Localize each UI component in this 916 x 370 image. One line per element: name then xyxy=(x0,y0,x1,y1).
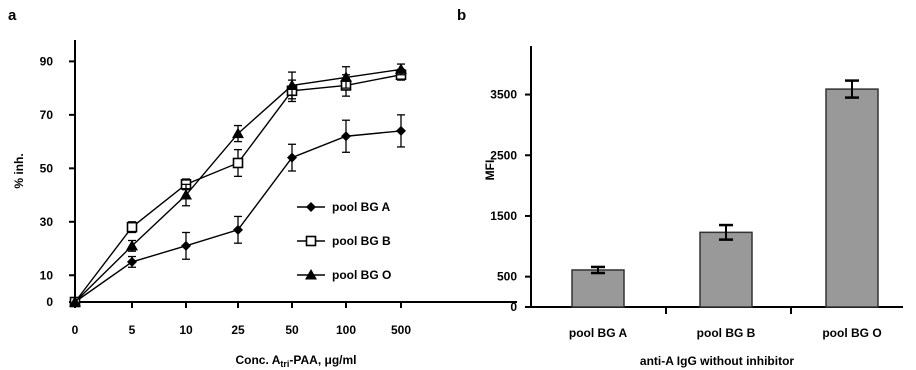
panel-b-bar-chart: MFI anti-A IgG without inhibitor 0 500 150… xyxy=(483,46,903,368)
b-x-tick-label: pool BG A xyxy=(569,326,628,340)
b-y-tick-label: 1500 xyxy=(490,209,517,223)
legend-marker-pool-bg-b xyxy=(305,235,317,247)
b-y-tick-label: 3500 xyxy=(490,88,517,102)
a-x-tick-label: 500 xyxy=(391,323,411,337)
a-x-tick-label: 0 xyxy=(72,323,79,337)
data-point-pool-bg-o xyxy=(232,127,244,139)
b-x-tick-label: pool BG O xyxy=(822,326,881,340)
data-point-pool-bg-o xyxy=(69,296,81,307)
b-x-axis-title: anti-A IgG without inhibitor xyxy=(640,354,795,368)
data-point-pool-bg-b xyxy=(232,157,244,169)
a-y-tick-label: 10 xyxy=(40,268,54,282)
a-x-tick-label: 100 xyxy=(336,323,356,337)
data-point-pool-bg-b xyxy=(126,221,138,233)
b-y-tick-label: 0 xyxy=(510,300,517,314)
legend-label-pool-bg-o: pool BG O xyxy=(332,268,391,282)
a-y-tick-label: 50 xyxy=(40,161,54,175)
data-point-pool-bg-a xyxy=(287,152,297,163)
a-y-tick-label: 30 xyxy=(40,215,54,229)
b-x-tick-label: pool BG B xyxy=(697,326,756,340)
a-x-tick-label: 10 xyxy=(179,323,193,337)
data-point-pool-bg-a xyxy=(127,256,137,267)
bar-pool-bg-b xyxy=(699,231,753,308)
b-y-tick-label: 2500 xyxy=(490,148,517,162)
bar-pool-bg-a xyxy=(571,269,625,308)
a-x-axis-title: Conc. Atri-PAA, μg/ml xyxy=(235,353,356,369)
a-y-tick-label: 70 xyxy=(40,108,54,122)
legend-label-pool-bg-b: pool BG B xyxy=(332,234,391,248)
panel-b-label: b xyxy=(457,7,466,24)
data-point-pool-bg-a xyxy=(341,131,351,142)
data-point-pool-bg-o xyxy=(286,79,298,90)
data-point-pool-bg-o xyxy=(180,189,192,200)
a-x-tick-label: 50 xyxy=(285,323,299,337)
data-point-pool-bg-a xyxy=(396,125,406,136)
legend-marker-pool-bg-o xyxy=(305,269,317,280)
a-y-tick-label: 0 xyxy=(46,295,53,309)
a-y-tick-label: 90 xyxy=(40,54,54,68)
data-point-pool-bg-a xyxy=(233,224,243,235)
a-y-axis-title: % inh. xyxy=(12,153,26,188)
data-point-pool-bg-o xyxy=(126,239,138,251)
b-y-tick-label: 500 xyxy=(497,270,517,284)
b-y-axis-title: MFI xyxy=(483,160,497,181)
legend-marker-pool-bg-a xyxy=(306,202,316,212)
a-x-tick-label: 5 xyxy=(129,323,136,337)
a-x-tick-label: 25 xyxy=(231,323,245,337)
data-point-pool-bg-o xyxy=(340,71,352,82)
panel-a-label: a xyxy=(8,7,17,24)
legend-label-pool-bg-a: pool BG A xyxy=(332,200,391,214)
panel-a-line-chart: % inh. Conc. Atri-PAA, μg/ml 01030507090… xyxy=(12,40,517,369)
data-point-pool-bg-o xyxy=(395,63,407,74)
data-point-pool-bg-a xyxy=(181,240,191,251)
bar-pool-bg-o xyxy=(825,88,879,308)
